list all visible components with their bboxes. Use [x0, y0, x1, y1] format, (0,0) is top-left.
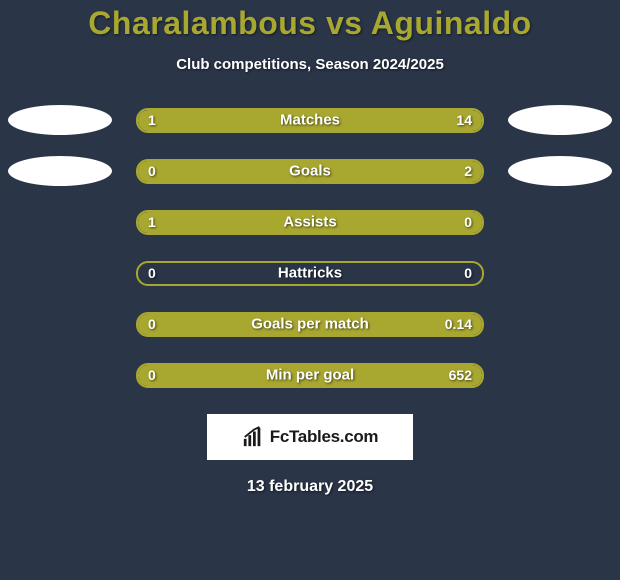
stat-label: Goals — [289, 163, 331, 180]
stat-bar: Min per goal 0 652 — [136, 363, 484, 388]
stat-row: Min per goal 0 652 — [0, 360, 620, 390]
stat-row: Matches 1 14 — [0, 105, 620, 135]
stat-row: Hattricks 0 0 — [0, 258, 620, 288]
spacer — [508, 309, 612, 339]
stat-value-right: 0.14 — [445, 316, 472, 332]
spacer — [508, 207, 612, 237]
page-title: Charalambous vs Aguinaldo — [88, 5, 531, 42]
chart-icon — [242, 426, 264, 448]
brand-text: FcTables.com — [270, 427, 379, 447]
stat-row: Goals 0 2 — [0, 156, 620, 186]
spacer — [508, 258, 612, 288]
stat-row: Goals per match 0 0.14 — [0, 309, 620, 339]
stat-value-left: 1 — [148, 112, 156, 128]
stat-label: Hattricks — [278, 265, 342, 282]
spacer — [8, 258, 112, 288]
comparison-infographic: Charalambous vs Aguinaldo Club competiti… — [0, 0, 620, 580]
stat-label: Goals per match — [251, 316, 369, 333]
spacer — [8, 309, 112, 339]
stat-value-right: 14 — [456, 112, 472, 128]
player-right-avatar — [508, 156, 612, 186]
stat-bar: Goals 0 2 — [136, 159, 484, 184]
stat-value-left: 0 — [148, 367, 156, 383]
player-right-avatar — [508, 105, 612, 135]
stat-bar: Hattricks 0 0 — [136, 261, 484, 286]
stat-value-right: 0 — [464, 265, 472, 281]
stat-value-left: 1 — [148, 214, 156, 230]
player-left-avatar — [8, 156, 112, 186]
brand-badge: FcTables.com — [207, 414, 413, 460]
stat-row: Assists 1 0 — [0, 207, 620, 237]
subtitle: Club competitions, Season 2024/2025 — [176, 56, 444, 73]
stat-value-right: 652 — [449, 367, 472, 383]
stat-label: Matches — [280, 112, 340, 129]
date-text: 13 february 2025 — [247, 478, 373, 496]
player-left-avatar — [8, 105, 112, 135]
stats-rows: Matches114Goals02Assists10Hattricks00Goa… — [0, 105, 620, 390]
stat-label: Assists — [283, 214, 336, 231]
stat-bar: Goals per match 0 0.14 — [136, 312, 484, 337]
stat-label: Min per goal — [266, 367, 354, 384]
stat-value-right: 0 — [464, 214, 472, 230]
stat-value-right: 2 — [464, 163, 472, 179]
spacer — [8, 207, 112, 237]
spacer — [508, 360, 612, 390]
stat-bar: Assists 1 0 — [136, 210, 484, 235]
stat-value-left: 0 — [148, 265, 156, 281]
spacer — [8, 360, 112, 390]
stat-bar: Matches 1 14 — [136, 108, 484, 133]
stat-value-left: 0 — [148, 163, 156, 179]
stat-value-left: 0 — [148, 316, 156, 332]
